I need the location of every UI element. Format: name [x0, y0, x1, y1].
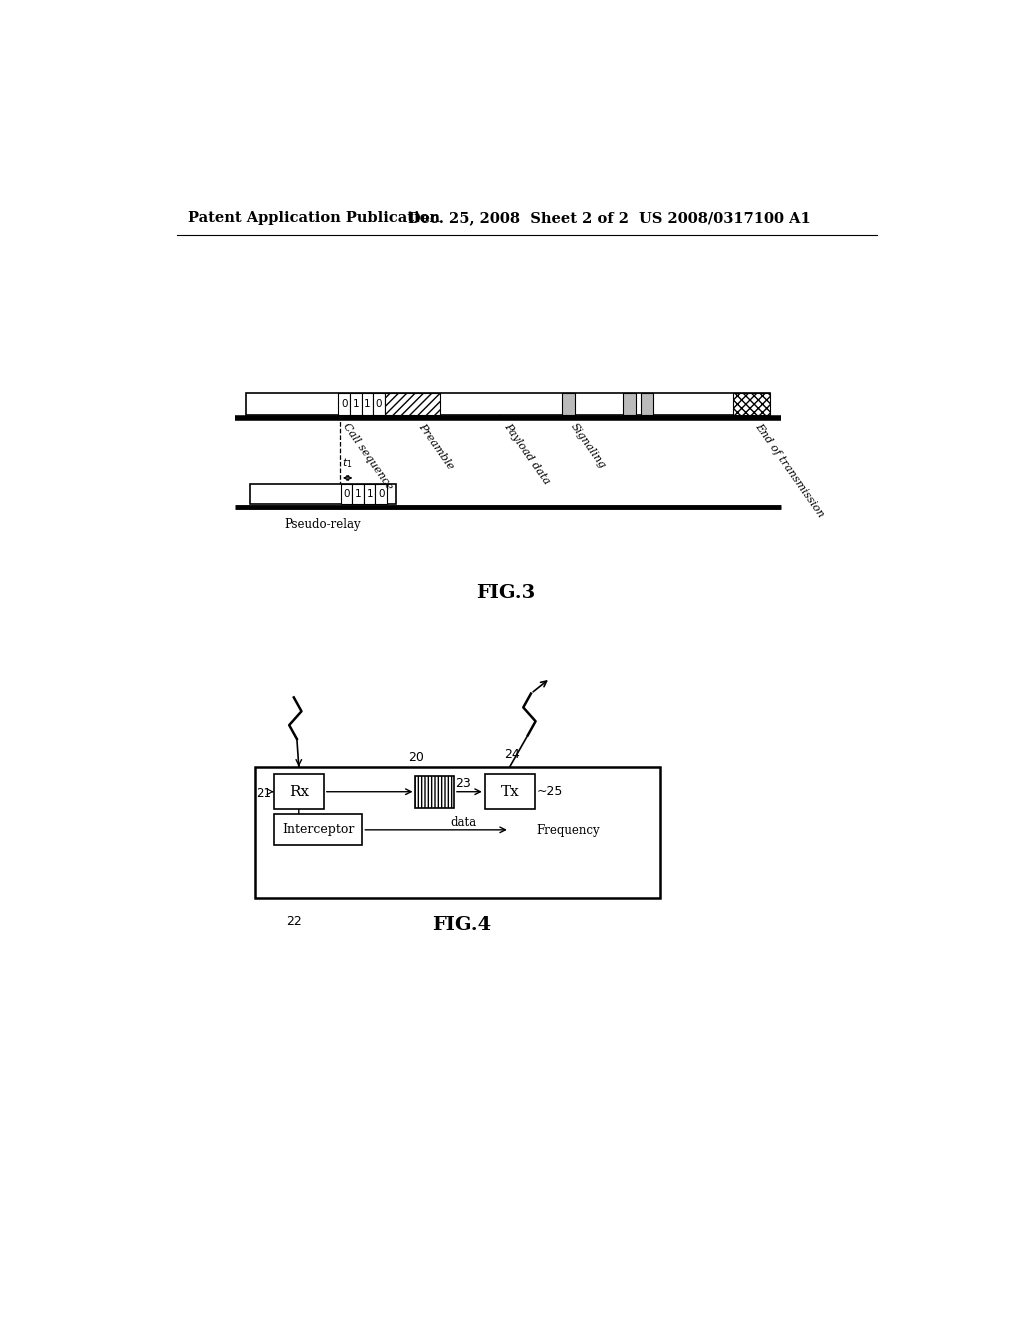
Bar [273, 775, 324, 809]
Bar [273, 814, 362, 845]
Text: 1: 1 [352, 399, 359, 409]
Bar [339, 393, 350, 414]
Text: 22: 22 [286, 915, 302, 928]
Text: 0: 0 [341, 399, 347, 409]
Bar [364, 484, 376, 504]
Bar [416, 776, 454, 808]
Bar [733, 393, 770, 414]
Text: 1: 1 [367, 490, 373, 499]
Bar [562, 393, 574, 414]
Bar [341, 484, 352, 504]
Text: 21: 21 [256, 787, 270, 800]
Text: Frequency: Frequency [537, 825, 600, 837]
Bar [624, 393, 636, 414]
Bar [255, 767, 659, 898]
Text: FIG.4: FIG.4 [432, 916, 492, 933]
Bar [250, 484, 396, 504]
Bar [246, 393, 770, 414]
Text: End of transmission: End of transmission [754, 422, 826, 520]
Text: Payload data: Payload data [503, 422, 552, 487]
Text: Patent Application Publication: Patent Application Publication [188, 211, 440, 226]
Bar [350, 393, 361, 414]
Text: 24: 24 [504, 748, 520, 762]
Text: US 2008/0317100 A1: US 2008/0317100 A1 [639, 211, 811, 226]
Text: 1: 1 [354, 490, 361, 499]
Text: Dec. 25, 2008  Sheet 2 of 2: Dec. 25, 2008 Sheet 2 of 2 [408, 211, 629, 226]
Bar [352, 484, 364, 504]
Text: Pseudo-relay: Pseudo-relay [285, 517, 361, 531]
Bar [385, 393, 440, 414]
Text: Interceptor: Interceptor [282, 824, 354, 837]
Text: 0: 0 [343, 490, 350, 499]
Text: Tx: Tx [501, 784, 519, 799]
Bar [641, 393, 653, 414]
Text: data: data [451, 816, 476, 829]
Text: 20: 20 [408, 751, 424, 764]
Bar [376, 484, 387, 504]
Bar [361, 393, 373, 414]
Text: 0: 0 [376, 399, 382, 409]
Text: $t_1$: $t_1$ [342, 457, 353, 470]
Text: 23: 23 [456, 777, 471, 791]
Text: ~25: ~25 [538, 785, 563, 799]
Text: 1: 1 [364, 399, 371, 409]
Text: Preamble: Preamble [416, 422, 456, 471]
Bar [373, 393, 385, 414]
Text: Rx: Rx [289, 784, 309, 799]
Text: Signaling: Signaling [568, 422, 607, 471]
Text: FIG.3: FIG.3 [476, 585, 536, 602]
Text: Call sequence: Call sequence [341, 422, 394, 492]
Text: 0: 0 [378, 490, 384, 499]
Bar [484, 775, 535, 809]
